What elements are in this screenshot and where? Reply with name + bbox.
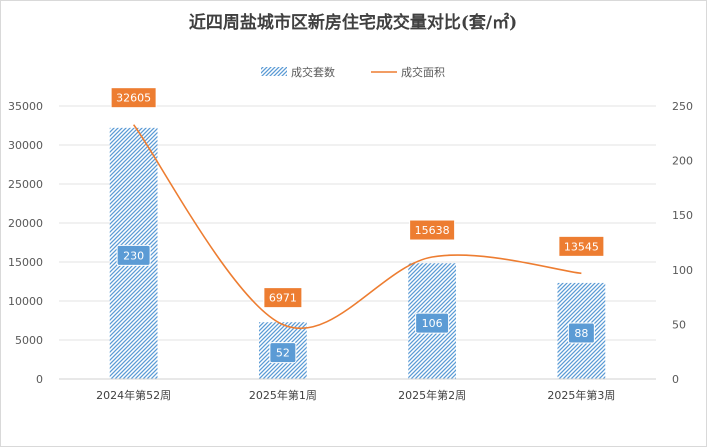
line-data-label-box bbox=[110, 87, 157, 109]
y-left-tick-label: 35000 bbox=[8, 100, 43, 113]
x-tick-label: 2025年第2周 bbox=[398, 388, 466, 402]
bar-data-label: 230 bbox=[123, 249, 144, 262]
legend-label-bar: 成交套数 bbox=[291, 65, 335, 79]
chart-title: 近四周盐城市区新房住宅成交量对比(套/㎡) bbox=[189, 12, 517, 33]
line-data-label-box bbox=[558, 235, 605, 257]
y-right-tick-label: 150 bbox=[672, 209, 693, 222]
legend-label-line: 成交面积 bbox=[401, 65, 445, 79]
x-tick-label: 2025年第3周 bbox=[547, 388, 615, 402]
y-left-tick-label: 15000 bbox=[8, 256, 43, 269]
line-data-label: 15638 bbox=[415, 224, 450, 237]
y-left-tick-label: 25000 bbox=[8, 178, 43, 191]
gridlines bbox=[59, 105, 656, 380]
y-right-tick-label: 0 bbox=[672, 373, 679, 386]
y-right-tick-label: 50 bbox=[672, 318, 686, 331]
line-data-label: 13545 bbox=[564, 240, 599, 253]
bar-data-label-box bbox=[567, 322, 595, 344]
bar-data-label-box bbox=[116, 244, 151, 266]
y-right-tick-label: 250 bbox=[672, 100, 693, 113]
line-data-label-box bbox=[263, 287, 303, 309]
legend: 成交套数 成交面积 bbox=[261, 65, 445, 79]
y-left-tick-label: 0 bbox=[36, 373, 43, 386]
x-tick-label: 2024年第52周 bbox=[96, 388, 171, 402]
x-tick-label: 2025年第1周 bbox=[249, 388, 317, 402]
bar-data-label: 52 bbox=[276, 347, 290, 360]
y-left-tick-label: 5000 bbox=[15, 334, 43, 347]
legend-swatch-bar bbox=[261, 67, 287, 76]
axes: 0 5000 10000 15000 20000 25000 30000 35000 0 50 10… bbox=[8, 100, 693, 402]
bar-data-label: 88 bbox=[574, 327, 588, 340]
y-left-tick-label: 30000 bbox=[8, 139, 43, 152]
y-left-tick-label: 20000 bbox=[8, 217, 43, 230]
data-labels: 230 52 106 88 32605 6971 15638 13545 bbox=[110, 87, 605, 364]
y-right-tick-label: 200 bbox=[672, 155, 693, 168]
line-data-label-box bbox=[409, 219, 456, 241]
bar-data-label-box bbox=[415, 312, 450, 334]
y-left-tick-label: 10000 bbox=[8, 295, 43, 308]
bar-series bbox=[109, 127, 606, 379]
line-path bbox=[132, 124, 582, 330]
bar-data-label: 106 bbox=[422, 317, 443, 330]
y-right-tick-label: 100 bbox=[672, 264, 693, 277]
line-data-label: 6971 bbox=[269, 292, 297, 305]
line-series bbox=[132, 124, 582, 330]
bar-data-label-box bbox=[269, 342, 297, 364]
line-data-label: 32605 bbox=[116, 92, 151, 105]
